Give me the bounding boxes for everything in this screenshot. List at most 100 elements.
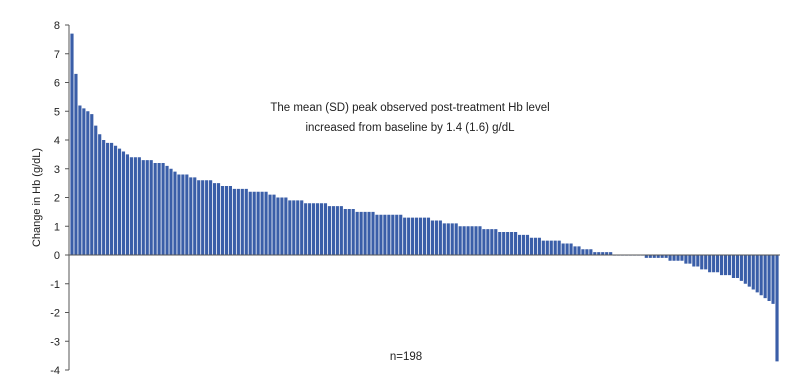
- bar: [648, 255, 652, 258]
- bar: [86, 111, 90, 255]
- bar: [232, 188, 236, 256]
- bar: [153, 163, 157, 255]
- bar: [442, 223, 446, 255]
- bar: [268, 194, 272, 256]
- y-tick-label: 0: [54, 250, 60, 262]
- bar: [387, 214, 391, 255]
- bar: [660, 255, 664, 258]
- bar: [458, 226, 462, 255]
- bar: [94, 125, 98, 256]
- bar: [434, 220, 438, 255]
- bar: [525, 234, 530, 255]
- bar: [391, 214, 395, 255]
- bar: [557, 240, 561, 256]
- y-tick-label: -2: [50, 308, 60, 320]
- bar: [731, 255, 736, 278]
- bar: [676, 255, 680, 261]
- bar: [78, 105, 82, 255]
- bar: [272, 194, 276, 256]
- bar: [506, 232, 510, 255]
- bar: [561, 243, 565, 255]
- bar: [312, 203, 316, 255]
- bar: [276, 197, 280, 255]
- bar: [327, 206, 332, 256]
- bar: [609, 252, 613, 256]
- y-tick-label: 6: [54, 78, 60, 90]
- bar: [708, 255, 712, 273]
- bar: [482, 229, 486, 256]
- bar: [121, 151, 126, 255]
- bar: [228, 186, 232, 255]
- bar: [181, 174, 185, 255]
- bar: [680, 255, 684, 261]
- bar: [644, 255, 648, 258]
- bar: [581, 249, 585, 255]
- bar: [585, 249, 589, 255]
- y-tick-label: -3: [50, 336, 60, 348]
- y-tick-label: 4: [54, 135, 60, 147]
- bar: [577, 246, 581, 255]
- bar: [716, 255, 720, 273]
- y-axis-ticks: 8 7 6 5 4 3 2 1 0 -1 -2 -3 -4: [50, 20, 69, 377]
- bar: [510, 232, 514, 255]
- bar: [414, 217, 419, 256]
- bar: [529, 237, 534, 255]
- bar: [751, 255, 755, 290]
- bar: [264, 191, 268, 255]
- bar: [430, 220, 435, 255]
- bar: [601, 252, 605, 256]
- bar: [767, 255, 771, 301]
- bar: [692, 255, 696, 267]
- bar: [553, 240, 557, 256]
- bar: [363, 211, 367, 256]
- bar: [371, 211, 375, 256]
- bar: [323, 203, 328, 255]
- bar: [466, 226, 470, 255]
- bar: [656, 255, 660, 258]
- bar: [533, 237, 537, 255]
- bar: [113, 145, 118, 255]
- bar: [284, 197, 288, 255]
- bar: [288, 200, 292, 256]
- bar: [755, 255, 759, 293]
- bar: [137, 157, 141, 255]
- bar: [735, 255, 739, 278]
- bar: [165, 165, 169, 255]
- y-tick-label: 3: [54, 164, 60, 176]
- bar: [224, 186, 229, 255]
- bar: [700, 255, 704, 270]
- bar: [189, 177, 193, 256]
- bar: [355, 211, 359, 256]
- bar: [236, 188, 240, 256]
- bar: [280, 197, 284, 255]
- bar: [308, 203, 312, 255]
- bar: [739, 255, 743, 281]
- bar: [537, 237, 541, 255]
- bar: [185, 174, 189, 255]
- bar: [133, 157, 137, 255]
- bar: [490, 229, 494, 256]
- bar: [684, 255, 688, 264]
- bar: [125, 154, 130, 256]
- bar: [383, 214, 387, 255]
- annotation-line-2: increased from baseline by 1.4 (1.6) g/d…: [305, 122, 515, 134]
- y-tick-label: 1: [54, 221, 60, 233]
- bar: [220, 186, 225, 255]
- y-tick-label: 7: [54, 49, 60, 61]
- bar: [589, 249, 593, 255]
- bar: [664, 255, 668, 258]
- bar: [593, 252, 597, 256]
- bar: [597, 252, 601, 256]
- bar: [304, 203, 308, 255]
- bar: [212, 183, 217, 256]
- bar: [747, 255, 751, 287]
- bar: [723, 255, 728, 276]
- bar: [605, 252, 609, 256]
- bar: [375, 214, 379, 255]
- bars: [70, 33, 779, 362]
- bar: [70, 33, 74, 256]
- bar: [549, 240, 553, 256]
- bar: [517, 234, 522, 255]
- bar: [704, 255, 708, 270]
